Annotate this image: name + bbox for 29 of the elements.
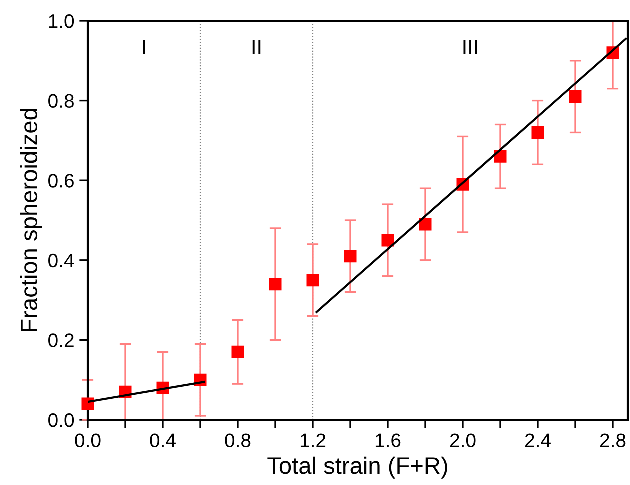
point: [494, 150, 507, 163]
x-tick-label: 0.4: [150, 434, 176, 448]
y-tick-label: 1.0: [49, 14, 74, 28]
point: [269, 278, 282, 291]
x-tick-label: 2.8: [600, 434, 626, 448]
y-tick-label: 0.4: [48, 254, 74, 268]
x-tick-label: 1.6: [376, 434, 401, 448]
point: [419, 218, 432, 231]
y-tick-label: 0.0: [48, 413, 74, 428]
annotation: II: [252, 40, 261, 54]
point: [232, 346, 244, 358]
annotation: I: [143, 40, 146, 54]
x-tick-label: 0.8: [225, 434, 251, 448]
y-tick-label: 0.2: [48, 334, 74, 348]
x-axis-title: Total strain (F+R): [268, 456, 448, 479]
y-tick-label: 0.8: [48, 94, 74, 108]
x-tick-label: 2.4: [525, 434, 551, 448]
y-tick-label: 0.6: [48, 174, 74, 188]
x-tick-label: 0.0: [75, 434, 101, 448]
x-tick-label: 1.2: [300, 434, 326, 448]
annotation: III: [464, 40, 478, 54]
point: [569, 90, 582, 104]
point: [532, 126, 544, 139]
point: [82, 398, 94, 410]
x-tick-label: 2.0: [450, 434, 476, 448]
point: [306, 274, 320, 287]
point: [382, 234, 394, 247]
y-axis-title: Fraction spheroidized: [20, 109, 42, 332]
point: [344, 250, 357, 263]
